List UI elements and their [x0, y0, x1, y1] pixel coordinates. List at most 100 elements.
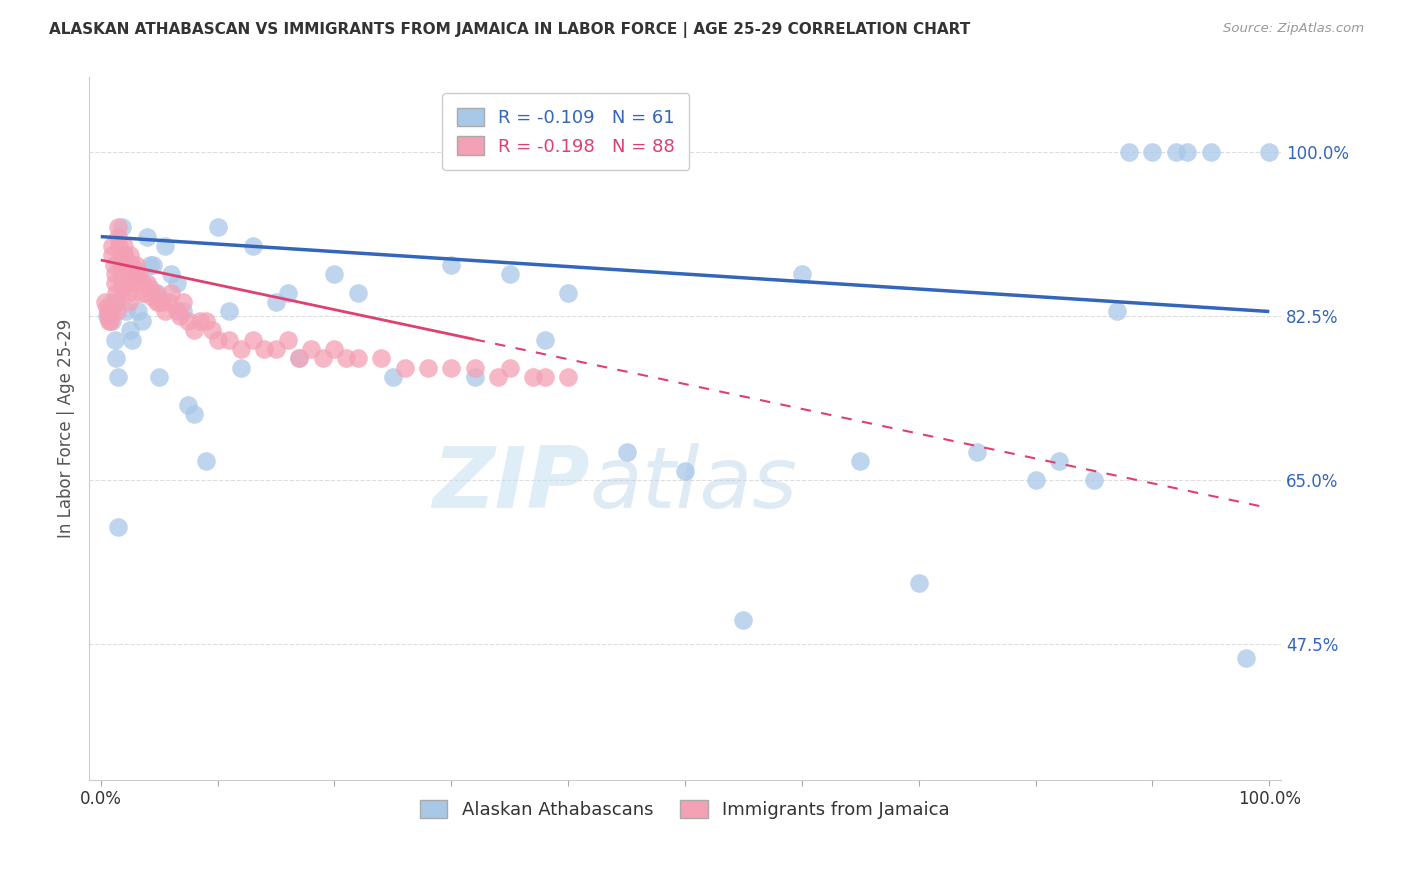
Point: [97, 304, 120, 318]
Point: [115, 258, 138, 272]
Point: [277, 285, 299, 300]
Point: [733, 614, 755, 628]
Point: [166, 277, 188, 291]
Point: [370, 351, 392, 366]
Point: [141, 290, 163, 304]
Point: [104, 333, 127, 347]
Point: [288, 351, 311, 366]
Point: [148, 295, 170, 310]
Point: [94, 295, 117, 310]
Point: [172, 304, 194, 318]
Text: atlas: atlas: [589, 443, 797, 526]
Point: [118, 323, 141, 337]
Point: [104, 295, 127, 310]
Point: [166, 304, 188, 318]
Point: [323, 342, 346, 356]
Point: [139, 281, 162, 295]
Point: [849, 454, 872, 468]
Point: [160, 267, 183, 281]
Point: [464, 360, 486, 375]
Point: [522, 370, 544, 384]
Point: [416, 360, 439, 375]
Point: [104, 277, 127, 291]
Point: [112, 239, 135, 253]
Point: [1142, 145, 1164, 160]
Point: [111, 220, 134, 235]
Point: [1177, 145, 1199, 160]
Point: [101, 239, 124, 253]
Point: [131, 285, 153, 300]
Point: [288, 351, 311, 366]
Point: [115, 267, 138, 281]
Point: [557, 370, 579, 384]
Point: [201, 323, 224, 337]
Point: [111, 281, 134, 295]
Point: [114, 258, 136, 272]
Point: [121, 258, 143, 272]
Point: [1258, 145, 1281, 160]
Point: [117, 285, 139, 300]
Point: [104, 351, 127, 366]
Point: [153, 304, 176, 318]
Point: [335, 351, 357, 366]
Point: [1118, 145, 1140, 160]
Point: [440, 360, 463, 375]
Point: [146, 285, 169, 300]
Point: [132, 277, 155, 291]
Point: [110, 248, 132, 262]
Point: [97, 314, 120, 328]
Point: [98, 304, 121, 318]
Point: [107, 520, 129, 534]
Point: [312, 351, 335, 366]
Point: [242, 333, 264, 347]
Point: [125, 267, 148, 281]
Point: [112, 248, 135, 262]
Point: [117, 277, 139, 291]
Point: [616, 445, 638, 459]
Point: [134, 285, 156, 300]
Point: [464, 370, 486, 384]
Point: [125, 258, 148, 272]
Point: [153, 239, 176, 253]
Point: [125, 277, 148, 291]
Point: [122, 267, 145, 281]
Point: [218, 333, 240, 347]
Point: [207, 220, 229, 235]
Point: [112, 248, 135, 262]
Point: [111, 277, 134, 291]
Point: [108, 239, 131, 253]
Point: [218, 304, 240, 318]
Point: [104, 267, 127, 281]
Point: [105, 304, 128, 318]
Point: [229, 342, 252, 356]
Point: [673, 464, 696, 478]
Point: [150, 295, 173, 310]
Point: [299, 342, 322, 356]
Point: [111, 267, 134, 281]
Point: [347, 285, 370, 300]
Point: [118, 258, 141, 272]
Point: [347, 351, 370, 366]
Text: ZIP: ZIP: [432, 443, 589, 526]
Point: [103, 258, 125, 272]
Point: [1234, 651, 1257, 665]
Point: [1199, 145, 1222, 160]
Point: [107, 370, 129, 384]
Point: [139, 258, 162, 272]
Point: [907, 576, 929, 591]
Point: [146, 295, 169, 310]
Point: [177, 398, 200, 412]
Point: [394, 360, 416, 375]
Point: [557, 285, 579, 300]
Point: [101, 314, 124, 328]
Point: [121, 333, 143, 347]
Point: [183, 408, 205, 422]
Legend: Alaskan Athabascans, Immigrants from Jamaica: Alaskan Athabascans, Immigrants from Jam…: [406, 786, 965, 834]
Point: [118, 295, 141, 310]
Point: [177, 314, 200, 328]
Point: [381, 370, 404, 384]
Point: [242, 239, 264, 253]
Point: [533, 333, 555, 347]
Point: [97, 309, 120, 323]
Point: [118, 248, 141, 262]
